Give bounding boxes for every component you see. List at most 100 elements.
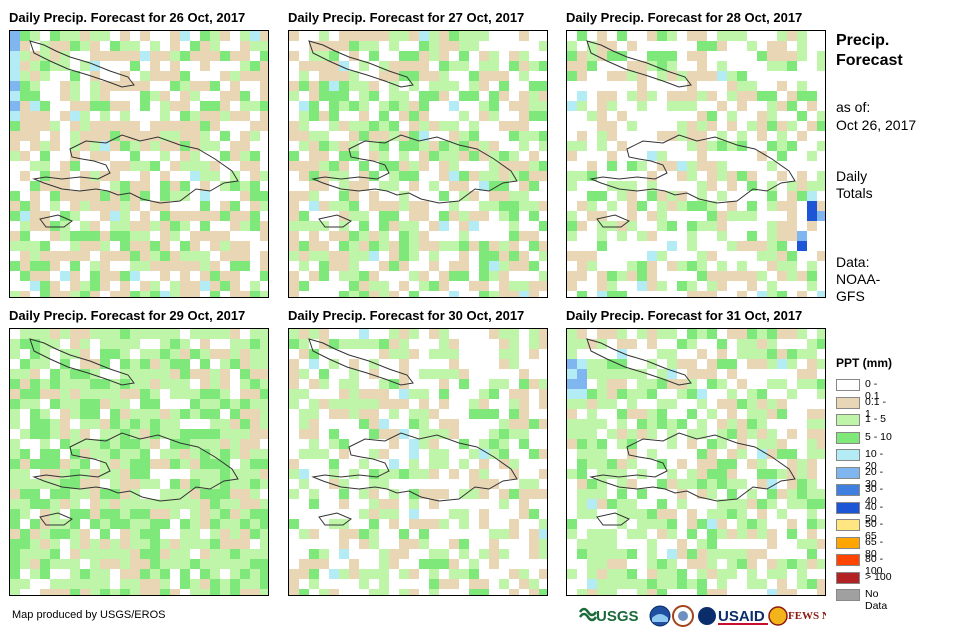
precip-cell xyxy=(120,231,130,241)
precip-cell xyxy=(469,339,479,349)
precip-cell xyxy=(677,439,687,449)
precip-cell xyxy=(359,271,369,281)
precip-cell xyxy=(90,251,100,261)
precip-cell xyxy=(20,211,30,221)
precip-cell xyxy=(190,479,200,489)
precip-cell xyxy=(777,131,787,141)
precip-cell xyxy=(80,329,90,339)
precip-cell xyxy=(40,489,50,499)
precip-cell xyxy=(627,359,637,369)
precip-cell xyxy=(180,231,190,241)
precip-cell xyxy=(50,409,60,419)
precip-cell xyxy=(250,359,260,369)
precip-cell xyxy=(210,369,220,379)
precip-cell xyxy=(30,579,40,589)
precip-cell xyxy=(529,61,539,71)
precip-cell xyxy=(607,519,617,529)
precip-cell xyxy=(797,589,807,595)
precip-cell xyxy=(80,151,90,161)
precip-cell xyxy=(627,41,637,51)
precip-cell xyxy=(50,519,60,529)
precip-cell xyxy=(130,91,140,101)
precip-cell xyxy=(597,439,607,449)
precip-cell xyxy=(797,399,807,409)
precip-cell xyxy=(409,349,419,359)
precip-cell xyxy=(677,61,687,71)
precip-cell xyxy=(160,281,170,291)
precip-cell xyxy=(797,201,807,211)
precip-cell xyxy=(499,399,509,409)
precip-cell xyxy=(230,349,240,359)
precip-cell xyxy=(697,459,707,469)
precip-cell xyxy=(309,569,319,579)
precip-cell xyxy=(747,579,757,589)
precip-cell xyxy=(637,469,647,479)
precip-cell xyxy=(737,329,747,339)
precip-cell xyxy=(797,539,807,549)
precip-cell xyxy=(637,409,647,419)
precip-cell xyxy=(50,359,60,369)
precip-cell xyxy=(30,409,40,419)
precip-cell xyxy=(309,469,319,479)
precip-cell xyxy=(499,429,509,439)
precip-cell xyxy=(140,379,150,389)
precip-cell xyxy=(429,529,439,539)
precip-cell xyxy=(289,529,299,539)
precip-cell xyxy=(90,141,100,151)
precip-cell xyxy=(40,181,50,191)
precip-cell xyxy=(509,141,519,151)
precip-cell xyxy=(329,61,339,71)
precip-cell xyxy=(250,569,260,579)
precip-cell xyxy=(220,71,230,81)
precip-cell xyxy=(130,589,140,595)
precip-cell xyxy=(499,191,509,201)
precip-cell xyxy=(40,569,50,579)
precip-cell xyxy=(429,389,439,399)
precip-cell xyxy=(519,499,529,509)
precip-cell xyxy=(170,81,180,91)
precip-cell xyxy=(50,499,60,509)
precip-cell xyxy=(577,459,587,469)
precip-cell xyxy=(657,111,667,121)
precip-cell xyxy=(479,121,489,131)
precip-cell xyxy=(697,261,707,271)
precip-cell xyxy=(30,419,40,429)
precip-cell xyxy=(767,379,777,389)
precip-map xyxy=(566,30,826,298)
precip-cell xyxy=(110,291,120,297)
precip-cell xyxy=(439,151,449,161)
precip-cell xyxy=(130,469,140,479)
precip-cell xyxy=(637,529,647,539)
precip-cell xyxy=(70,569,80,579)
precip-cell xyxy=(200,419,210,429)
precip-cell xyxy=(240,31,250,41)
precip-cell xyxy=(787,281,797,291)
legend-label: 50 - 65 xyxy=(865,518,884,542)
precip-cell xyxy=(707,439,717,449)
precip-cell xyxy=(449,419,459,429)
precip-cell xyxy=(130,171,140,181)
precip-cell xyxy=(40,111,50,121)
precip-cell xyxy=(339,559,349,569)
precip-cell xyxy=(20,569,30,579)
precip-cell xyxy=(597,549,607,559)
precip-cell xyxy=(657,221,667,231)
precip-cell xyxy=(707,529,717,539)
precip-cell xyxy=(130,409,140,419)
precip-cell xyxy=(657,549,667,559)
precip-cell xyxy=(439,231,449,241)
precip-cell xyxy=(240,589,250,595)
precip-cell xyxy=(369,479,379,489)
precip-cell xyxy=(399,61,409,71)
precip-cell xyxy=(140,499,150,509)
precip-cell xyxy=(429,449,439,459)
precip-cell xyxy=(299,41,309,51)
precip-cell xyxy=(20,111,30,121)
precip-cell xyxy=(409,539,419,549)
precip-cell xyxy=(717,539,727,549)
precip-cell xyxy=(429,379,439,389)
precip-cell xyxy=(260,419,268,429)
precip-cell xyxy=(727,359,737,369)
precip-cell xyxy=(399,479,409,489)
precip-cell xyxy=(797,91,807,101)
